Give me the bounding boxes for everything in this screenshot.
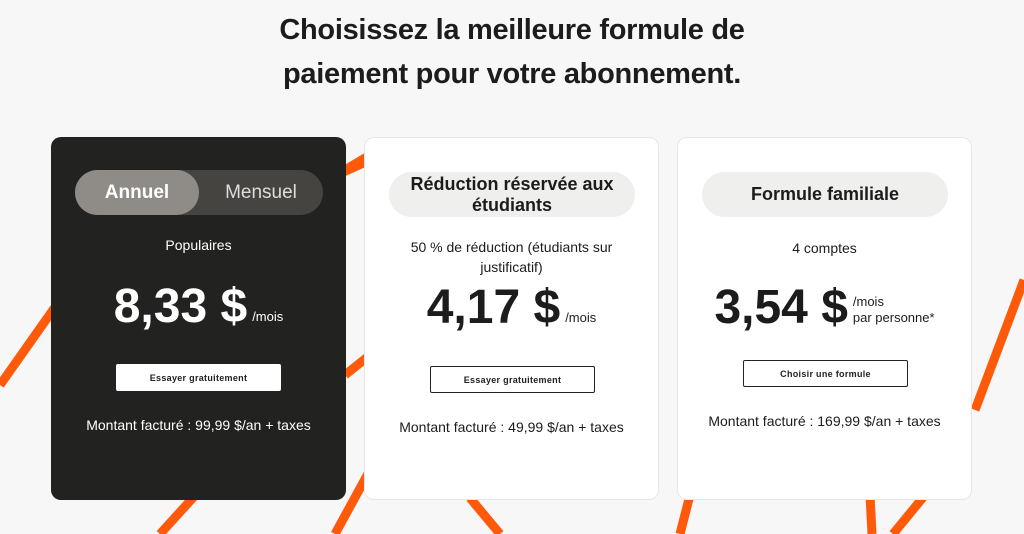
plan-name: Formule familiale — [702, 172, 948, 217]
price-amount: 8,33 $ — [113, 280, 248, 333]
price-unit-month: /mois — [852, 294, 884, 309]
choose-plan-button[interactable]: Choisir une formule — [743, 360, 908, 387]
try-free-button[interactable]: Essayer gratuitement — [116, 364, 281, 391]
price-unit: /mois par personne* — [853, 294, 935, 326]
price-amount: 4,17 $ — [426, 281, 561, 334]
price-unit: /mois — [252, 309, 284, 324]
price-amount: 3,54 $ — [714, 281, 848, 334]
price-unit-person: par personne* — [852, 310, 935, 325]
billing-amount: Montant facturé : 99,99 $/an + taxes — [86, 417, 311, 433]
page-title: Choisissez la meilleure formule de paiem… — [0, 8, 1024, 96]
toggle-monthly[interactable]: Mensuel — [225, 181, 297, 203]
plan-subtitle: 50 % de réduction (étudiants sur justifi… — [410, 239, 613, 275]
try-free-button[interactable]: Essayer gratuitement — [430, 366, 595, 393]
title-line-1: Choisissez la meilleure formule de — [279, 14, 745, 46]
plan-price: 3,54 $ /mois par personne* — [678, 284, 971, 332]
plan-price: 4,17 $ /mois — [365, 284, 658, 332]
plan-name: Réduction réservée aux étudiants — [389, 172, 635, 217]
price-unit: /mois — [565, 310, 597, 325]
plan-subtitle: Populaires — [165, 237, 232, 253]
title-line-2: paiement pour votre abonnement. — [283, 58, 741, 90]
plan-card-annual: Annuel Mensuel Populaires 8,33 $ /mois E… — [51, 137, 346, 500]
plan-subtitle: 4 comptes — [792, 240, 857, 256]
plan-price: 8,33 $ /mois — [51, 283, 346, 331]
plan-card-student: Réduction réservée aux étudiants 50 % de… — [364, 137, 659, 500]
toggle-annual[interactable]: Annuel — [75, 170, 199, 215]
billing-amount: Montant facturé : 49,99 $/an + taxes — [399, 419, 624, 435]
plan-card-family: Formule familiale 4 comptes 3,54 $ /mois… — [677, 137, 972, 500]
billing-period-toggle[interactable]: Annuel Mensuel — [75, 170, 323, 215]
billing-amount: Montant facturé : 169,99 $/an + taxes — [708, 413, 941, 429]
